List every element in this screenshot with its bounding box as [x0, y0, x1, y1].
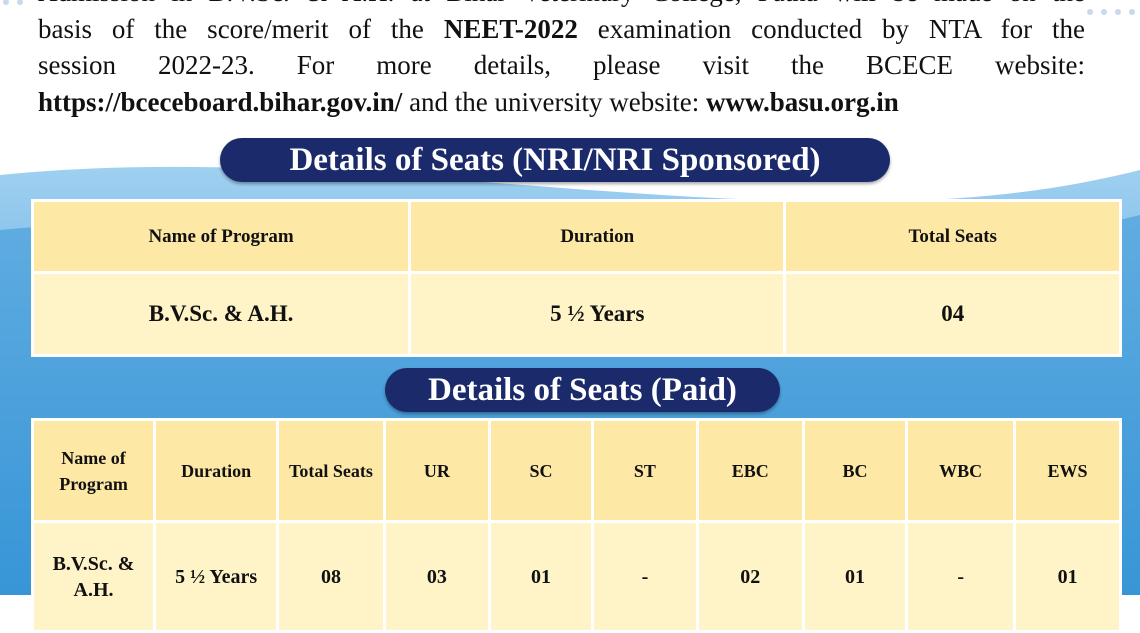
cell: 04 [783, 271, 1122, 357]
cell: 01 [801, 520, 909, 633]
header-cell: ST [591, 418, 699, 523]
cell: 5 ½ Years [408, 271, 787, 357]
bold-text: www.basu.org.in [706, 86, 899, 117]
cell: 5 ½ Years [153, 520, 280, 633]
bold-text: NEET-2022 [443, 13, 578, 44]
header-cell: UR [382, 418, 492, 523]
text-line: Admission in B.V.Sc. & A.H. at Bihar Vet… [38, 0, 1085, 11]
cell: - [905, 520, 1017, 633]
text: examination conducted by NTA for the [577, 13, 1086, 44]
text-line: https://bceceboard.bihar.gov.in/ and the… [38, 84, 1085, 121]
header-cell: Name of Program [30, 418, 157, 523]
section-heading: Details of Seats (NRI/NRI Sponsored) [220, 138, 890, 182]
text: session 2022-23. For more details, pleas… [38, 50, 1085, 80]
paid-table: Name of Program Duration Total Seats UR SC ST… [30, 418, 1122, 633]
row: B.V.Sc. & A.H. 5 ½ Years 04 [30, 271, 1122, 357]
text: and the university website: [402, 86, 706, 117]
text-line: basis of the score/merit of the NEET-202… [38, 11, 1085, 48]
text-line: session 2022-23. For more details, pleas… [38, 47, 1085, 84]
cell: 02 [695, 520, 805, 633]
header-cell: Total Seats [783, 199, 1122, 274]
cell: 01 [488, 520, 595, 633]
header-cell: Total Seats [276, 418, 386, 523]
cell: 03 [382, 520, 492, 633]
cell: - [591, 520, 699, 633]
header-row: Name of Program Duration Total Seats UR SC ST… [30, 418, 1122, 523]
bold-text: https://bceceboard.bihar.gov.in/ [38, 86, 403, 117]
header-cell: Duration [153, 418, 280, 523]
header-cell: EWS [1013, 418, 1122, 523]
section-heading: Details of Seats (Paid) [385, 368, 780, 412]
nri-table: Name of Program Duration Total Seats B.V.Sc… [30, 199, 1122, 357]
header-row: Name of Program Duration Total Seats [30, 199, 1122, 274]
text: basis of the score/merit of the [38, 13, 444, 44]
header-cell: EBC [695, 418, 805, 523]
header-cell: WBC [905, 418, 1017, 523]
cell: B.V.Sc. & A.H. [30, 271, 412, 357]
header-cell: SC [488, 418, 595, 523]
row: B.V.Sc. & A.H. 5 ½ Years 08 03 01-02 01-01 [30, 520, 1122, 633]
cell: 08 [276, 520, 386, 633]
dots [3, 0, 1135, 15]
intro-paragraph: Admission in B.V.Sc. & A.H. at Bihar Vet… [38, 0, 1085, 120]
header-cell: Name of Program [30, 199, 412, 274]
header-cell: Duration [408, 199, 787, 274]
header-cell: BC [801, 418, 909, 523]
cell: B.V.Sc. & A.H. [30, 520, 157, 633]
cell: 01 [1013, 520, 1122, 633]
text: Admission in B.V.Sc. & A.H. at Bihar Vet… [38, 0, 1085, 7]
